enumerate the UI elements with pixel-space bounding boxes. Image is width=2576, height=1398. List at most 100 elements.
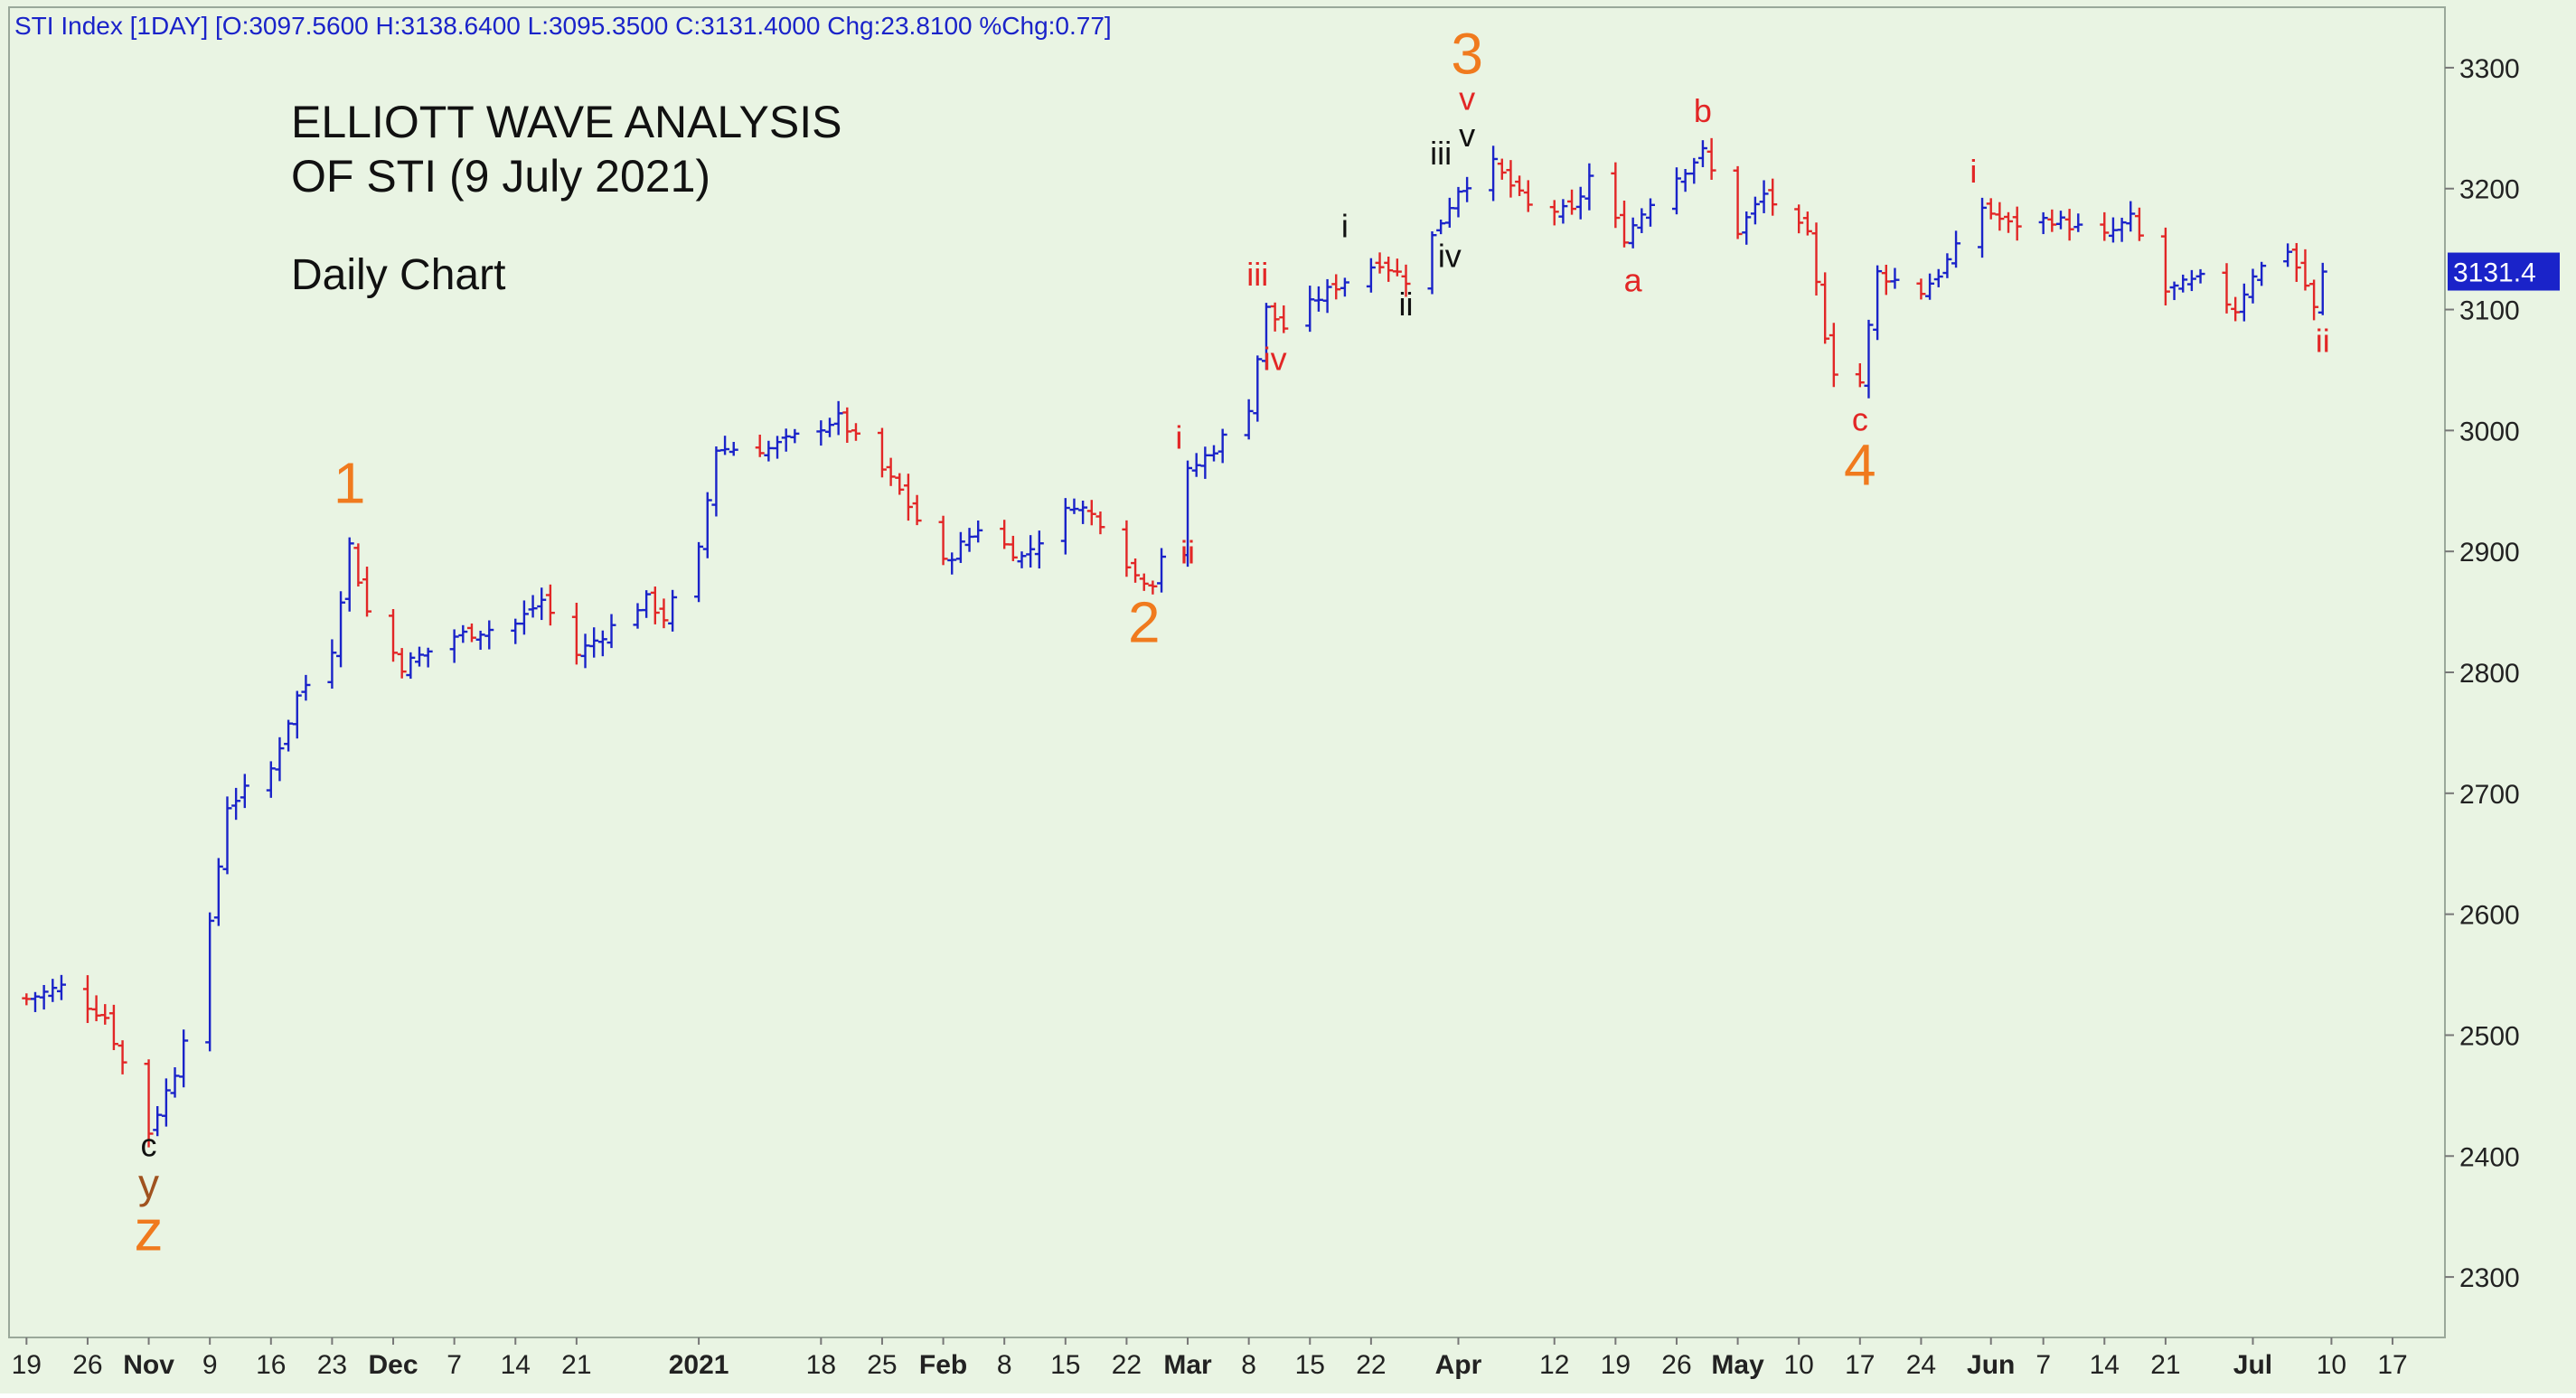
ohlc-bar	[1637, 208, 1647, 233]
ohlc-bar	[729, 441, 738, 456]
ohlc-bar	[475, 630, 485, 651]
ohlc-bar	[1060, 498, 1070, 555]
x-tick-label: 22	[1112, 1350, 1142, 1380]
x-tick-label: 26	[72, 1350, 102, 1380]
ohlc-bar	[2126, 201, 2136, 232]
wave-label: iv	[1438, 238, 1462, 275]
y-tick-label: 2900	[2459, 538, 2520, 568]
x-tick-label: 2021	[669, 1350, 729, 1380]
ohlc-bar	[1095, 511, 1105, 535]
wave-label: iv	[1264, 340, 1287, 377]
ohlc-bar	[205, 912, 215, 1052]
ohlc-bar	[1706, 137, 1716, 180]
ohlc-bar	[755, 434, 765, 457]
ohlc-bar	[2248, 268, 2258, 304]
ohlc-bar	[597, 630, 607, 657]
ohlc-bar	[1497, 158, 1507, 180]
ohlc-bar	[2117, 217, 2127, 242]
ohlc-bar	[2073, 213, 2083, 232]
ohlc-bar	[955, 531, 965, 563]
ohlc-bar	[389, 609, 399, 662]
ohlc-bar	[213, 858, 223, 926]
wave-label: 4	[1844, 433, 1876, 498]
ohlc-bar	[1794, 204, 1804, 234]
ohlc-bar	[1000, 520, 1010, 549]
ohlc-bar	[458, 624, 468, 643]
ohlc-bar	[1671, 167, 1681, 215]
ohlc-bar	[266, 761, 276, 798]
ohlc-bar	[2257, 261, 2267, 286]
ohlc-bar	[1244, 399, 1254, 440]
ohlc-bar	[1086, 500, 1096, 526]
ohlc-bar	[2047, 209, 2057, 232]
ohlc-bar	[903, 474, 913, 521]
ohlc-bar	[571, 602, 581, 665]
ohlc-bar	[1506, 160, 1516, 198]
ohlc-bar	[1148, 580, 1158, 595]
ohlc-bar	[1401, 264, 1411, 297]
ohlc-bar	[1436, 219, 1446, 235]
ohlc-bar	[537, 587, 547, 621]
ohlc-bar	[1855, 363, 1865, 388]
ohlc-bar	[2178, 274, 2188, 293]
ohlc-bar	[1157, 548, 1167, 593]
x-tick-label: 17	[2377, 1350, 2407, 1380]
ohlc-bar	[2108, 217, 2118, 243]
ohlc-bar	[2317, 262, 2327, 315]
ohlc-bar	[912, 494, 922, 526]
y-axis: 2300 2400 2500 2600 2700 2800 2900 3000 3100 3200…	[2445, 54, 2520, 1293]
ohlc-bar	[1131, 558, 1141, 583]
ohlc-bar	[659, 598, 669, 629]
ohlc-bar	[1986, 198, 1996, 220]
x-tick-label: Apr	[1435, 1350, 1482, 1380]
ohlc-bar	[1575, 186, 1585, 220]
x-tick-label: Nov	[123, 1350, 174, 1380]
ohlc-bar	[2160, 227, 2170, 305]
x-tick-label: Mar	[1163, 1350, 1212, 1380]
ohlc-bar	[773, 436, 783, 459]
ohlc-bar	[1759, 180, 1769, 213]
y-tick-label: 3100	[2459, 296, 2520, 326]
y-tick-label: 2800	[2459, 659, 2520, 689]
ohlc-bar	[2231, 296, 2241, 322]
ohlc-bar	[1925, 273, 1935, 300]
x-tick-label: 15	[1295, 1350, 1325, 1380]
ohlc-bar	[877, 427, 887, 478]
x-tick-label: 19	[1601, 1350, 1631, 1380]
ohlc-bar	[650, 586, 660, 624]
x-tick-label: Jun	[1967, 1350, 2015, 1380]
ohlc-bar	[2186, 269, 2196, 292]
ohlc-bar	[2300, 249, 2310, 291]
ohlc-bar	[1331, 274, 1341, 300]
ohlc-bar	[1523, 180, 1533, 212]
wave-label: 1	[334, 451, 366, 516]
ohlc-bar	[1515, 175, 1525, 196]
ohlc-bar	[1270, 302, 1280, 332]
ohlc-bar	[1209, 445, 1219, 462]
ohlc-bar	[1645, 198, 1655, 227]
x-tick-label: 15	[1050, 1350, 1080, 1380]
ohlc-bar	[528, 595, 538, 618]
x-tick-label: Jul	[2233, 1350, 2272, 1380]
ohlc-bar	[2195, 268, 2205, 284]
ohlc-bar	[1008, 535, 1018, 561]
ohlc-bar	[545, 584, 555, 626]
x-tick-label: 14	[501, 1350, 531, 1380]
x-tick-label: 9	[202, 1350, 218, 1380]
ohlc-bar	[1978, 197, 1988, 258]
ohlc-bar	[1200, 446, 1210, 479]
ohlc-bar	[30, 991, 40, 1012]
ohlc-bar	[327, 639, 337, 690]
ohlc-bar	[22, 993, 32, 1006]
ohlc-bar	[1995, 202, 2005, 231]
x-tick-label: May	[1711, 1350, 1764, 1380]
ohlc-bar	[353, 543, 363, 586]
ohlc-bar	[1864, 319, 1874, 399]
ohlc-bar	[1742, 211, 1752, 245]
ohlc-bar	[1366, 258, 1376, 293]
y-tick-label: 2700	[2459, 780, 2520, 810]
ohlc-bar	[1261, 303, 1271, 371]
